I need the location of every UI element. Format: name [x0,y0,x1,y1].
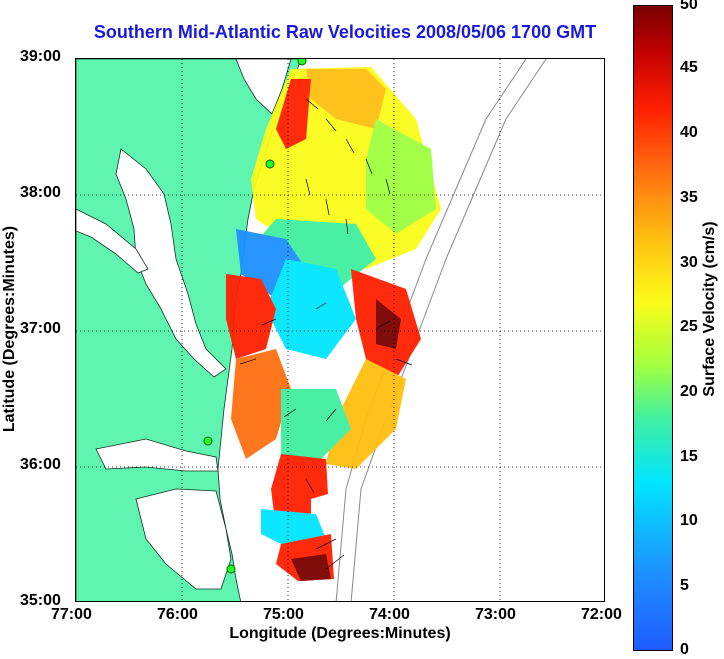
velocity-arrow [325,198,330,216]
velocity-field [226,67,441,581]
map-title: Southern Mid-Atlantic Raw Velocities 200… [93,22,597,42]
pamlico-sound [135,488,232,590]
x-tick-label: 75:00 [263,606,304,623]
colorbar-tick: 0 [680,641,689,658]
depth-contour [335,59,527,601]
colorbar-tick: 25 [680,318,698,335]
station-marker [265,159,275,169]
station-marker [203,436,213,446]
x-tick-label: 72:00 [581,606,622,623]
velocity-region [281,389,351,464]
y-tick-label: 38:00 [20,184,61,201]
velocity-arrow [305,478,315,494]
chesapeake-bay [115,148,227,378]
y-tick-label: 37:00 [20,320,61,337]
velocity-region [271,454,328,529]
station-marker [226,564,236,574]
colorbar-tick: 30 [680,254,698,271]
x-tick-label: 73:00 [475,606,516,623]
colorbar-tick: 5 [680,577,689,594]
y-tick-label: 35:00 [20,592,61,609]
x-tick-label: 76:00 [157,606,198,623]
colorbar-tick: 10 [680,512,698,529]
x-tick-label: 77:00 [51,606,92,623]
velocity-vectors [239,98,413,570]
colorbar-tick: 35 [680,189,698,206]
map-plot-area[interactable] [75,58,605,602]
colorbar-label: Surface Velocity (cm/s) [701,221,718,397]
albemarle-sound [95,438,219,472]
x-tick-label: 74:00 [369,606,410,623]
velocity-arrow [365,158,373,175]
velocity-arrow [395,358,413,366]
colorbar-tick: 15 [680,448,698,465]
velocity-region [376,299,401,349]
velocity-arrow [283,408,297,418]
x-axis-label: Longitude (Degrees:Minutes) [229,625,451,642]
y-axis-label: Latitude (Degrees:Minutes) [1,225,18,433]
velocity-arrow [261,318,277,326]
map-canvas [76,59,604,601]
colorbar-tick: 50 [680,0,698,13]
delaware-bay [235,59,292,115]
velocity-region [291,554,331,581]
potomac-river [76,208,149,274]
velocity-region [231,349,291,459]
colorbar-tick: 40 [680,124,698,141]
velocity-region [366,119,436,234]
velocity-arrow [345,138,355,154]
velocity-arrow [305,178,311,196]
velocity-arrow [345,218,349,235]
y-tick-label: 36:00 [20,456,61,473]
station-marker [297,59,307,66]
y-tick-label: 39:00 [20,48,61,65]
velocity-arrow [375,320,391,330]
velocity-region [306,69,386,129]
velocity-region [226,274,276,359]
velocity-arrow [385,178,391,195]
velocity-arrow [305,98,319,110]
colorbar-tick: 45 [680,59,698,76]
velocity-arrow [315,302,327,310]
velocity-arrow [325,554,345,570]
colorbar [633,5,673,651]
radar-stations [203,59,307,574]
velocity-arrow [239,358,257,365]
depth-contour [350,59,547,601]
velocity-region [326,359,406,469]
velocity-region [276,79,311,149]
colorbar-tick: 20 [680,383,698,400]
grid-lines [76,59,604,601]
velocity-arrow [325,408,337,422]
velocity-arrow [315,538,337,550]
velocity-region [266,259,356,359]
velocity-arrow [325,118,337,132]
